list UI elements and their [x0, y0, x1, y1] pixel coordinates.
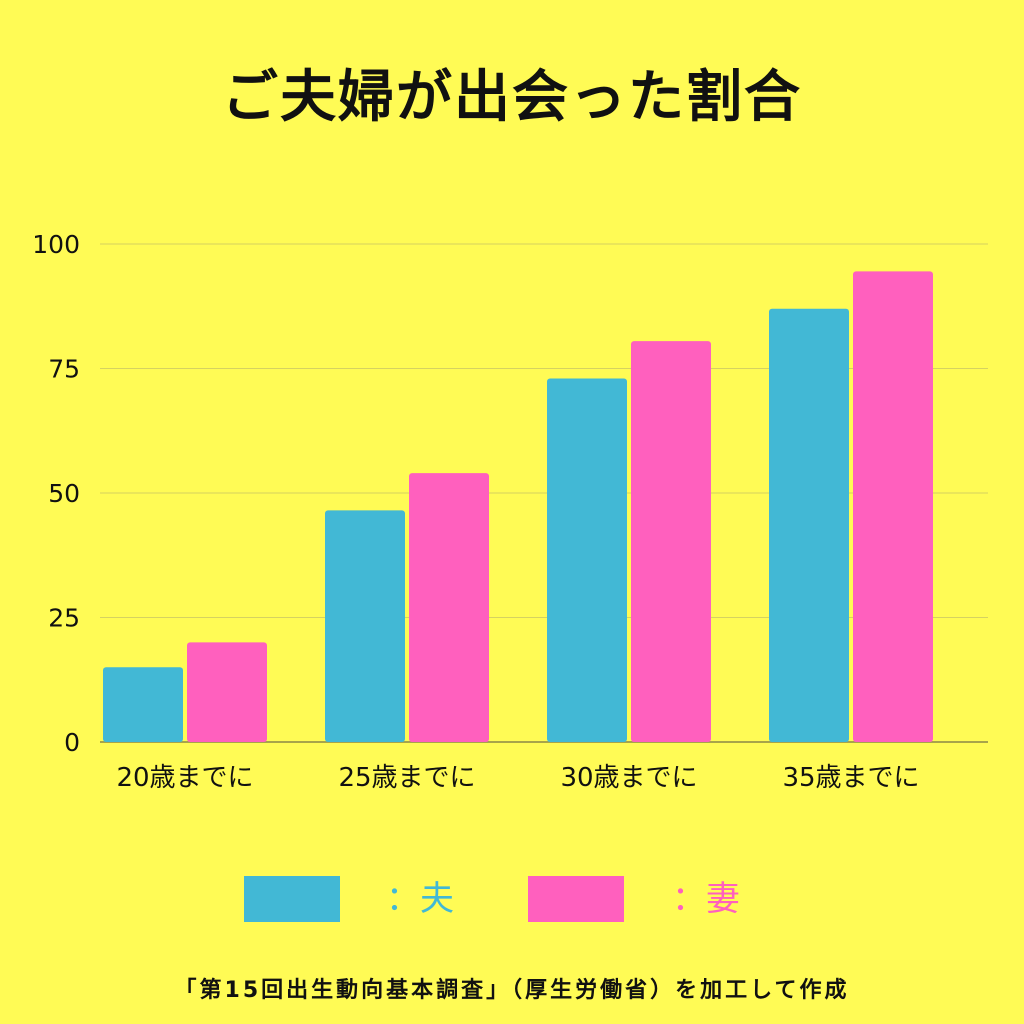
y-tick-label: 75 [48, 355, 80, 384]
bar-husband-3 [769, 308, 849, 742]
bar-wife-1 [409, 473, 489, 742]
y-tick-label: 100 [32, 230, 80, 259]
x-category-label: 35歳までに [782, 763, 919, 793]
y-tick-label: 25 [48, 604, 80, 633]
x-category-label: 20歳までに [116, 763, 253, 793]
bar-chart: 0 25 50 75 100 20歳までに 25歳までに 30歳までに 35歳までに [32, 230, 988, 793]
bar-husband-2 [547, 378, 627, 742]
bar-husband-0 [103, 667, 183, 742]
y-tick-label: 0 [64, 728, 80, 757]
source-note: 「第15回出生動向基本調査」（厚生労働省）を加工して作成 [174, 978, 850, 1003]
bar-wife-3 [853, 271, 933, 742]
chart-title: ご夫婦が出会った割合 [222, 65, 802, 130]
bar-wife-2 [631, 341, 711, 742]
bars [103, 271, 933, 742]
legend-label-wife: ：妻 [672, 879, 740, 919]
legend: ：夫 ：妻 [0, 876, 1024, 924]
bar-husband-1 [325, 510, 405, 742]
bar-wife-0 [187, 642, 267, 742]
legend-label-husband: ：夫 [386, 879, 454, 919]
legend-swatch-husband [244, 876, 340, 922]
x-category-label: 30歳までに [560, 763, 697, 793]
legend-swatch-wife [528, 876, 624, 922]
x-category-label: 25歳までに [338, 763, 475, 793]
y-tick-label: 50 [48, 479, 80, 508]
axis-labels: 0 25 50 75 100 20歳までに 25歳までに 30歳までに 35歳までに [32, 230, 919, 793]
